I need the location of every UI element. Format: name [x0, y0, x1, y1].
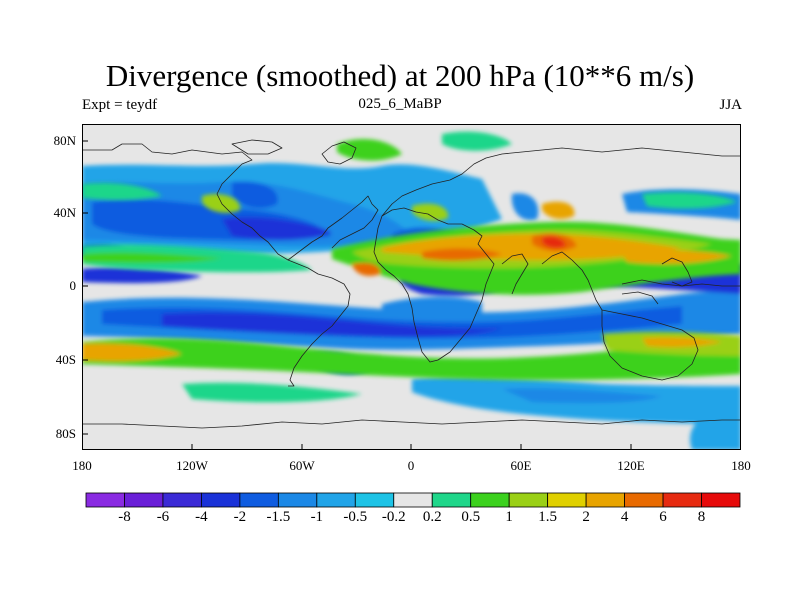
- colorbar-label: -2: [233, 509, 247, 525]
- positive-divergence-field: [82, 131, 741, 403]
- season-label: JJA: [719, 97, 742, 113]
- lon-tick-label: 120E: [617, 458, 645, 473]
- colorbar-swatch: [547, 492, 587, 508]
- axis-ticks: [82, 140, 741, 450]
- lon-tick-label: 180: [731, 458, 751, 473]
- colorbar-label: 2: [582, 509, 590, 525]
- colorbar-swatch: [470, 492, 510, 508]
- colorbar-label: 6: [659, 509, 667, 525]
- colorbar: [85, 492, 741, 508]
- map-title: Divergence (smoothed) at 200 hPa (10**6 …: [105, 58, 695, 93]
- lon-tick-label: 60E: [510, 458, 532, 473]
- colorbar-label: 8: [697, 509, 706, 525]
- colorbar-label: -0.2: [381, 509, 406, 525]
- colorbar-label: -6: [156, 509, 170, 525]
- colorbar-label: -8: [118, 509, 131, 525]
- colorbar-label: 1.5: [538, 509, 558, 525]
- colorbar-swatch: [316, 492, 356, 508]
- colorbar-swatch: [585, 492, 625, 508]
- colorbar-swatch: [201, 492, 241, 508]
- colorbar-swatch: [162, 492, 202, 508]
- lon-tick-label: 180: [72, 458, 92, 473]
- lat-tick-label: 80N: [53, 133, 76, 148]
- colorbar-swatch: [393, 492, 433, 508]
- lon-tick-label: 0: [407, 458, 415, 473]
- lon-tick-label: 60W: [289, 458, 315, 473]
- colorbar-label: 1: [505, 509, 513, 525]
- colorbar-swatch: [277, 492, 318, 508]
- lon-tick-label: 120W: [176, 458, 208, 473]
- run-label: 025_6_MaBP: [358, 96, 442, 112]
- colorbar-swatch: [124, 492, 164, 508]
- colorbar-swatch: [508, 492, 549, 508]
- colorbar-label: 0.2: [422, 509, 442, 525]
- colorbar-label: -1.5: [266, 509, 291, 525]
- colorbar-swatch: [239, 492, 279, 508]
- colorbar-swatch: [431, 492, 472, 508]
- coastlines: [82, 139, 741, 429]
- colorbar-label: -1: [310, 509, 324, 525]
- lat-tick-label: 40S: [55, 352, 76, 367]
- experiment-label: Expt = teydf: [82, 97, 158, 113]
- colorbar-swatch: [85, 492, 125, 508]
- colorbar-swatch: [662, 492, 702, 508]
- colorbar-swatch: [354, 492, 395, 508]
- lat-tick-label: 0: [69, 278, 77, 293]
- colorbar-label: 0.5: [461, 509, 481, 525]
- colorbar-swatch: [624, 492, 664, 508]
- lat-tick-label: 80S: [55, 426, 76, 441]
- divergence-map: [82, 124, 741, 450]
- colorbar-swatch: [701, 492, 741, 508]
- colorbar-label: 4: [620, 509, 629, 525]
- colorbar-label: -0.5: [343, 509, 368, 525]
- lat-tick-label: 40N: [53, 205, 76, 220]
- colorbar-label: -4: [195, 509, 208, 525]
